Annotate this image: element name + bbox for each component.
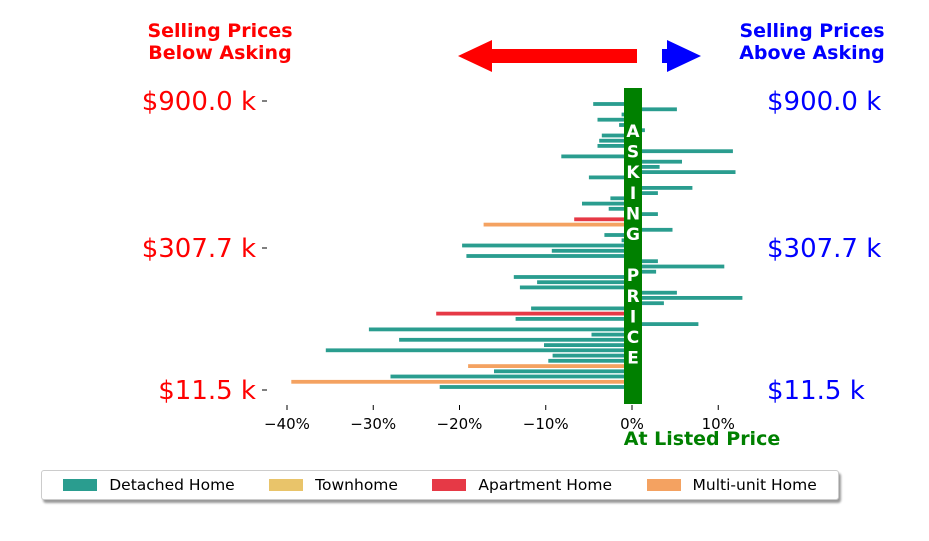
bar bbox=[513, 275, 632, 279]
legend-item: Apartment Home bbox=[432, 476, 612, 494]
bar bbox=[632, 227, 673, 232]
asking-price-band-rect bbox=[624, 88, 642, 404]
bar bbox=[548, 358, 632, 363]
x-tick-label: −10% bbox=[523, 415, 569, 433]
below-asking-title: Selling Prices Below Asking bbox=[147, 20, 293, 64]
bar bbox=[551, 248, 632, 253]
bar bbox=[588, 175, 632, 180]
bar bbox=[325, 348, 632, 353]
bar bbox=[552, 353, 632, 358]
legend-label: Multi-unit Home bbox=[692, 476, 817, 494]
bar bbox=[531, 306, 632, 311]
bar bbox=[632, 186, 693, 190]
legend-swatch bbox=[63, 479, 98, 491]
bar bbox=[574, 217, 632, 222]
legend: Detached Home Townhome Apartment Home Multi… bbox=[41, 470, 839, 500]
bar bbox=[632, 170, 736, 174]
x-tick-label: −40% bbox=[264, 415, 310, 433]
bar bbox=[399, 337, 632, 342]
bar bbox=[632, 290, 677, 295]
bar bbox=[582, 201, 632, 206]
bar bbox=[632, 269, 657, 274]
bar bbox=[544, 343, 632, 347]
left-arrow-icon bbox=[458, 40, 637, 72]
bar bbox=[632, 212, 658, 216]
x-axis-label: At Listed Price bbox=[624, 428, 780, 450]
y-tick-label-left: $11.5 k bbox=[158, 376, 256, 406]
x-tick-label: 0% bbox=[620, 415, 644, 433]
bar bbox=[494, 369, 632, 374]
bar bbox=[368, 327, 632, 332]
bar bbox=[593, 102, 632, 106]
bar-group bbox=[291, 102, 743, 389]
legend-item: Multi-unit Home bbox=[646, 476, 817, 494]
bar bbox=[597, 144, 632, 148]
y-tick-label-left: $307.7 k bbox=[142, 234, 256, 264]
bar bbox=[632, 191, 658, 195]
bar bbox=[436, 311, 632, 316]
bar bbox=[632, 165, 660, 169]
bar bbox=[632, 301, 664, 306]
bar bbox=[291, 379, 632, 384]
above-asking-title: Selling Prices Above Asking bbox=[739, 20, 885, 64]
y-tick-label-right: $900.0 k bbox=[767, 87, 881, 117]
right-arrow-icon bbox=[662, 40, 701, 72]
direction-arrows bbox=[458, 40, 701, 72]
bar bbox=[632, 259, 658, 264]
bar bbox=[462, 243, 632, 248]
legend-swatch bbox=[432, 479, 467, 491]
legend-swatch bbox=[646, 479, 681, 491]
bar bbox=[483, 222, 632, 227]
legend-label: Apartment Home bbox=[478, 476, 613, 494]
legend-swatch bbox=[269, 479, 304, 491]
y-tick-label-right: $11.5 k bbox=[767, 376, 865, 406]
legend-item: Townhome bbox=[269, 476, 398, 494]
bar bbox=[515, 317, 632, 321]
bar bbox=[632, 107, 677, 112]
bar bbox=[632, 149, 733, 154]
x-tick-label: −30% bbox=[350, 415, 396, 433]
x-tick-label: −20% bbox=[437, 415, 483, 433]
bar bbox=[632, 296, 743, 300]
bar bbox=[632, 159, 682, 164]
bar bbox=[599, 138, 632, 143]
bar bbox=[604, 233, 632, 237]
bar bbox=[561, 154, 632, 159]
y-tick-label-right: $307.7 k bbox=[767, 234, 881, 264]
bar bbox=[537, 280, 632, 285]
bar bbox=[597, 117, 632, 122]
x-tick-label: 10% bbox=[702, 415, 735, 433]
bar bbox=[439, 385, 632, 389]
legend-label: Detached Home bbox=[109, 476, 235, 494]
bar bbox=[468, 364, 632, 368]
bar bbox=[632, 264, 725, 269]
bar bbox=[610, 196, 632, 201]
bar bbox=[601, 133, 632, 138]
bar bbox=[466, 254, 632, 258]
bar bbox=[632, 322, 699, 326]
bar bbox=[608, 206, 632, 211]
y-axis: $900.0 k $307.7 k $11.5 k $900.0 k $307.7 k $… bbox=[142, 87, 882, 406]
y-tick-label-left: $900.0 k bbox=[142, 87, 256, 117]
bar bbox=[519, 285, 632, 290]
legend-item: Detached Home bbox=[63, 476, 235, 494]
bar bbox=[591, 332, 632, 337]
x-axis: −40% −30% −20% −10% 0% 10%At Listed Price bbox=[264, 405, 780, 450]
bar bbox=[390, 374, 632, 379]
legend-label: Townhome bbox=[315, 476, 398, 494]
